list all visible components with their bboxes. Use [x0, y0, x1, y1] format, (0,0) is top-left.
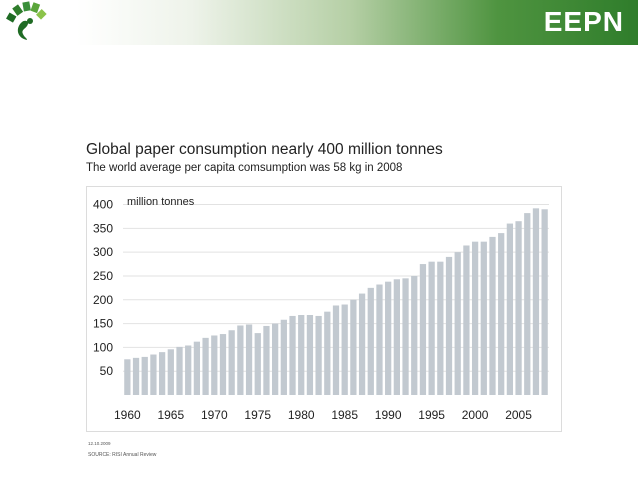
- bar-1975: [254, 333, 261, 395]
- bar-2000: [471, 241, 479, 395]
- x-tick-label: 1980: [288, 408, 315, 422]
- bar-1973: [237, 325, 244, 395]
- bar-1984: [332, 305, 340, 395]
- bar-1989: [376, 284, 383, 395]
- y-tick-label: 250: [93, 269, 113, 283]
- bar-1974: [245, 324, 253, 395]
- bar-1970: [211, 335, 218, 395]
- footer-source: SOURCE: RISI Annual Review: [88, 452, 157, 458]
- bar-1982: [315, 315, 322, 395]
- bar-1987: [358, 293, 366, 395]
- bar-1966: [176, 346, 183, 395]
- x-tick-label: 2005: [505, 408, 532, 422]
- y-tick-label: 150: [93, 317, 113, 331]
- footer-date: 12.10.2009: [88, 441, 111, 446]
- y-tick-label: 400: [93, 198, 113, 212]
- y-tick-label: 300: [93, 245, 113, 259]
- bar-2004: [506, 223, 514, 395]
- eepn-logo-icon: [6, 1, 47, 40]
- bar-1963: [150, 354, 157, 395]
- chart-frame: 50 100 150 200 250 300 350 400 1960 1965 1970 1975…: [86, 186, 562, 432]
- bar-2002: [489, 236, 496, 395]
- x-tick-label: 1975: [244, 408, 271, 422]
- x-tick-label: 1995: [418, 408, 445, 422]
- bar-1981: [306, 315, 314, 395]
- bar-1965: [167, 349, 174, 395]
- x-tick-label: 1985: [331, 408, 358, 422]
- x-tick-label: 1965: [157, 408, 184, 422]
- bar-1994: [419, 264, 427, 395]
- bar-1998: [454, 252, 461, 395]
- bar-1976: [263, 325, 270, 395]
- bar-2003: [498, 233, 505, 395]
- bar-1991: [393, 279, 400, 395]
- bar-1960: [124, 359, 131, 395]
- bar-1999: [463, 245, 470, 395]
- bar-chart: 50 100 150 200 250 300 350 400 1960 1965 1970 1975…: [93, 196, 549, 422]
- bar-2007: [532, 208, 540, 395]
- brand-wordmark: EEPN: [543, 6, 624, 37]
- bar-1997: [445, 256, 453, 395]
- bar-1978: [280, 319, 287, 395]
- bar-1983: [324, 311, 331, 395]
- bar-2001: [480, 241, 487, 395]
- bar-1962: [141, 356, 148, 395]
- bar-1967: [185, 345, 192, 395]
- y-tick-label: 50: [100, 364, 114, 378]
- slide-subtitle: The world average per capita comsumption…: [86, 162, 403, 174]
- header-banner: EEPN: [0, 0, 638, 45]
- bar-1992: [402, 278, 409, 395]
- bar-1985: [341, 304, 348, 395]
- y-tick-label: 350: [93, 221, 113, 235]
- bar-1961: [132, 357, 140, 395]
- bar-1969: [202, 337, 209, 395]
- bar-1972: [228, 330, 235, 395]
- bar-1979: [289, 315, 296, 395]
- bar-1964: [158, 352, 166, 395]
- bar-1968: [193, 341, 201, 395]
- bar-2005: [515, 221, 522, 395]
- bar-1986: [350, 299, 357, 395]
- bar-1993: [411, 275, 418, 395]
- bar-2008: [541, 209, 548, 395]
- x-tick-label: 1990: [375, 408, 402, 422]
- bar-2006: [524, 213, 531, 395]
- bar-1980: [298, 315, 305, 395]
- bar-1996: [437, 261, 444, 395]
- x-tick-label: 1960: [114, 408, 141, 422]
- y-axis-label: million tonnes: [127, 196, 195, 208]
- bar-1995: [428, 261, 435, 395]
- bar-1971: [219, 334, 227, 395]
- x-tick-label: 2000: [462, 408, 489, 422]
- bar-1977: [272, 323, 279, 395]
- bar-1988: [367, 287, 374, 395]
- bar-1990: [385, 281, 392, 395]
- slide-title: Global paper consumption nearly 400 mill…: [86, 141, 443, 158]
- y-tick-label: 100: [93, 340, 113, 354]
- x-tick-label: 1970: [201, 408, 228, 422]
- y-tick-label: 200: [93, 293, 113, 307]
